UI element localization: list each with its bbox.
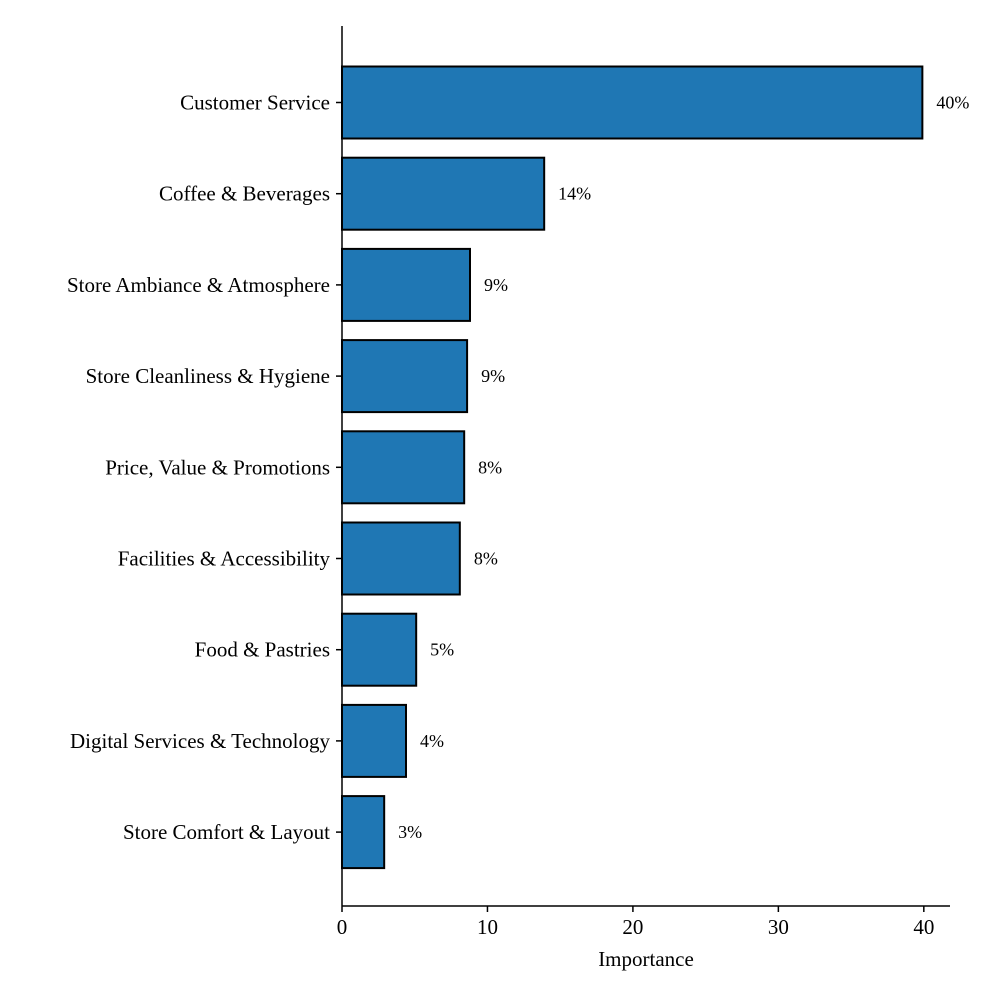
bar (341, 612, 418, 687)
category-label: Food & Pastries (195, 638, 330, 662)
bar (341, 247, 471, 322)
bar (341, 339, 469, 414)
bar-value-label: 9% (481, 366, 505, 386)
bar (341, 795, 386, 870)
bar-value-label: 40% (936, 93, 969, 113)
x-tick-label: 10 (477, 915, 498, 939)
x-tick-label: 20 (622, 915, 643, 939)
bar (341, 430, 466, 505)
bar (341, 521, 461, 596)
bar (341, 65, 924, 140)
bar-value-label: 8% (474, 549, 498, 569)
bar-value-label: 8% (478, 457, 502, 477)
category-label: Facilities & Accessibility (118, 547, 331, 571)
bar (341, 156, 546, 231)
bar-value-label: 9% (484, 275, 508, 295)
x-tick-label: 40 (913, 915, 934, 939)
bar-value-label: 5% (430, 640, 454, 660)
category-labels: Customer Service Coffee & Beverages Store … (67, 91, 331, 845)
category-label: Customer Service (180, 91, 330, 115)
bar-value-label: 3% (398, 822, 422, 842)
category-label: Price, Value & Promotions (105, 455, 330, 479)
data-labels: 40% 14% 9% 9% 8% 8% 5% 4% 3% (398, 93, 969, 843)
category-label: Store Ambiance & Atmosphere (67, 273, 330, 297)
bar-value-label: 4% (420, 731, 444, 751)
x-axis-title: Importance (598, 947, 694, 971)
category-label: Store Cleanliness & Hygiene (86, 364, 330, 388)
x-tick-label: 30 (768, 915, 789, 939)
bar (341, 703, 407, 778)
bar-value-label: 14% (558, 184, 591, 204)
x-tick-label: 0 (337, 915, 348, 939)
category-label: Digital Services & Technology (70, 729, 331, 753)
axes: 0 10 20 30 40 (336, 26, 950, 939)
category-label: Coffee & Beverages (159, 182, 330, 206)
category-label: Store Comfort & Layout (123, 820, 330, 844)
bars-layer (341, 65, 924, 870)
